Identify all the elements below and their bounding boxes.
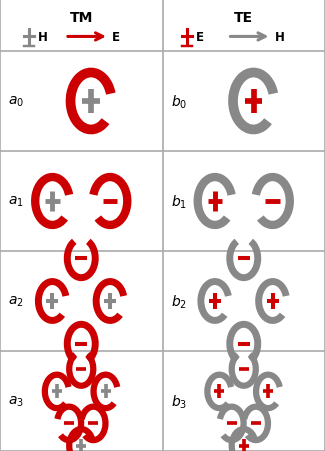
Text: $a_1$: $a_1$ <box>8 194 24 209</box>
Text: H: H <box>275 31 284 44</box>
Text: $b_1$: $b_1$ <box>171 193 187 210</box>
Text: $a_2$: $a_2$ <box>8 294 24 308</box>
Text: $b_2$: $b_2$ <box>171 293 187 310</box>
Text: $a_0$: $a_0$ <box>8 95 24 109</box>
Text: E: E <box>112 31 120 44</box>
Text: TM: TM <box>70 11 93 25</box>
Text: $b_3$: $b_3$ <box>171 392 187 410</box>
Text: TE: TE <box>234 11 253 25</box>
Text: E: E <box>196 31 204 44</box>
Text: $a_3$: $a_3$ <box>8 394 24 408</box>
Text: H: H <box>38 31 48 44</box>
Text: $b_0$: $b_0$ <box>171 93 187 110</box>
